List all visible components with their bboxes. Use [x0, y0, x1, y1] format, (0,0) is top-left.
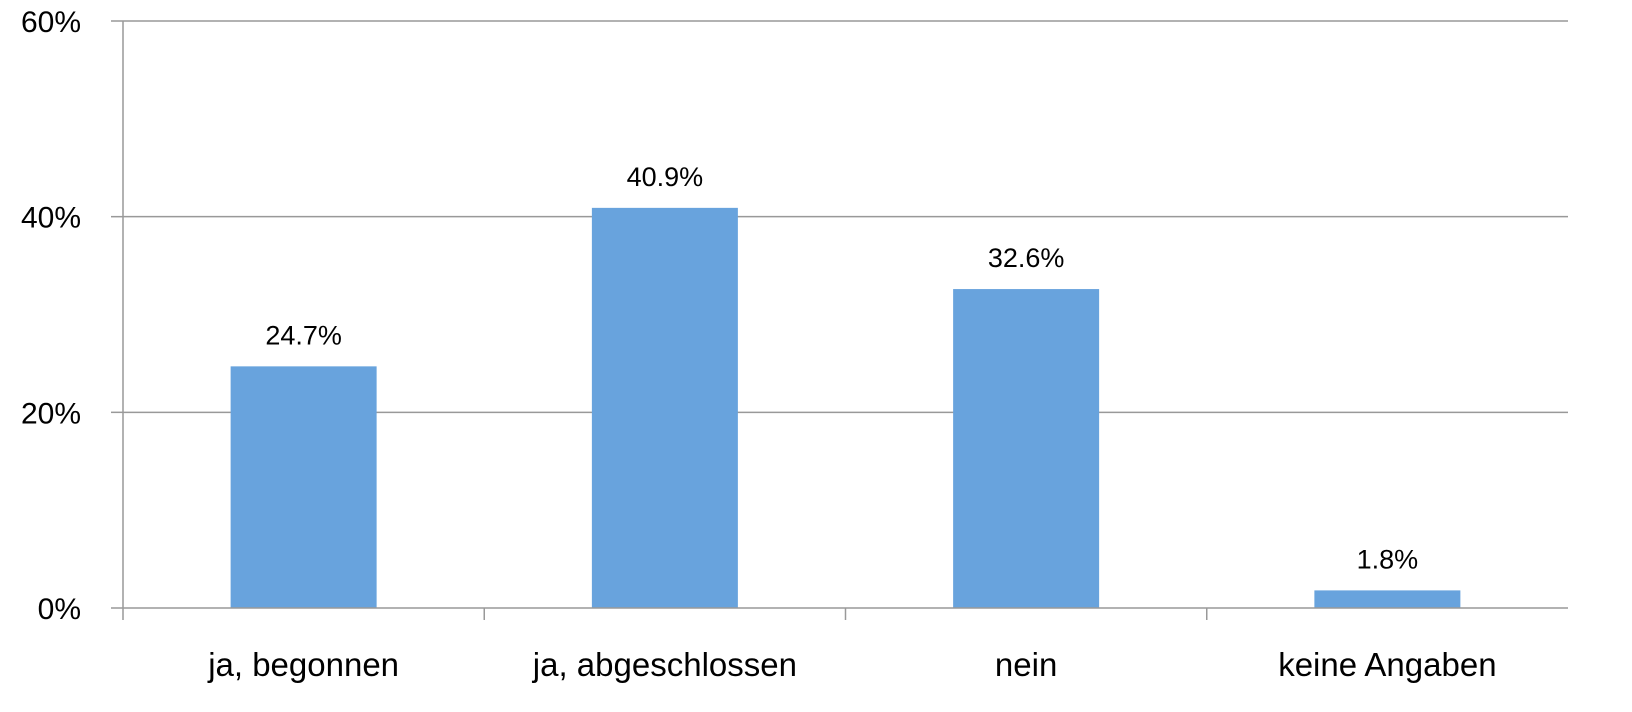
- y-tick-label-1: 20%: [21, 397, 81, 430]
- y-tick-label-2: 40%: [21, 202, 81, 235]
- bars: [231, 208, 1461, 608]
- data-label-0: 24.7%: [265, 320, 342, 350]
- category-label-0: ja, begonnen: [207, 646, 399, 683]
- gridlines: [123, 21, 1568, 412]
- data-label-2: 32.6%: [988, 243, 1065, 273]
- data-label-3: 1.8%: [1357, 544, 1419, 574]
- category-label-2: nein: [995, 646, 1057, 683]
- data-label-1: 40.9%: [627, 162, 704, 192]
- y-tick-label-0: 0%: [38, 593, 81, 626]
- bar-0: [231, 366, 377, 608]
- category-label-3: keine Angaben: [1278, 646, 1496, 683]
- bar-3: [1314, 590, 1460, 608]
- category-label-1: ja, abgeschlossen: [532, 646, 797, 683]
- bar-1: [592, 208, 738, 608]
- y-tick-label-3: 60%: [21, 6, 81, 39]
- bar-2: [953, 289, 1099, 608]
